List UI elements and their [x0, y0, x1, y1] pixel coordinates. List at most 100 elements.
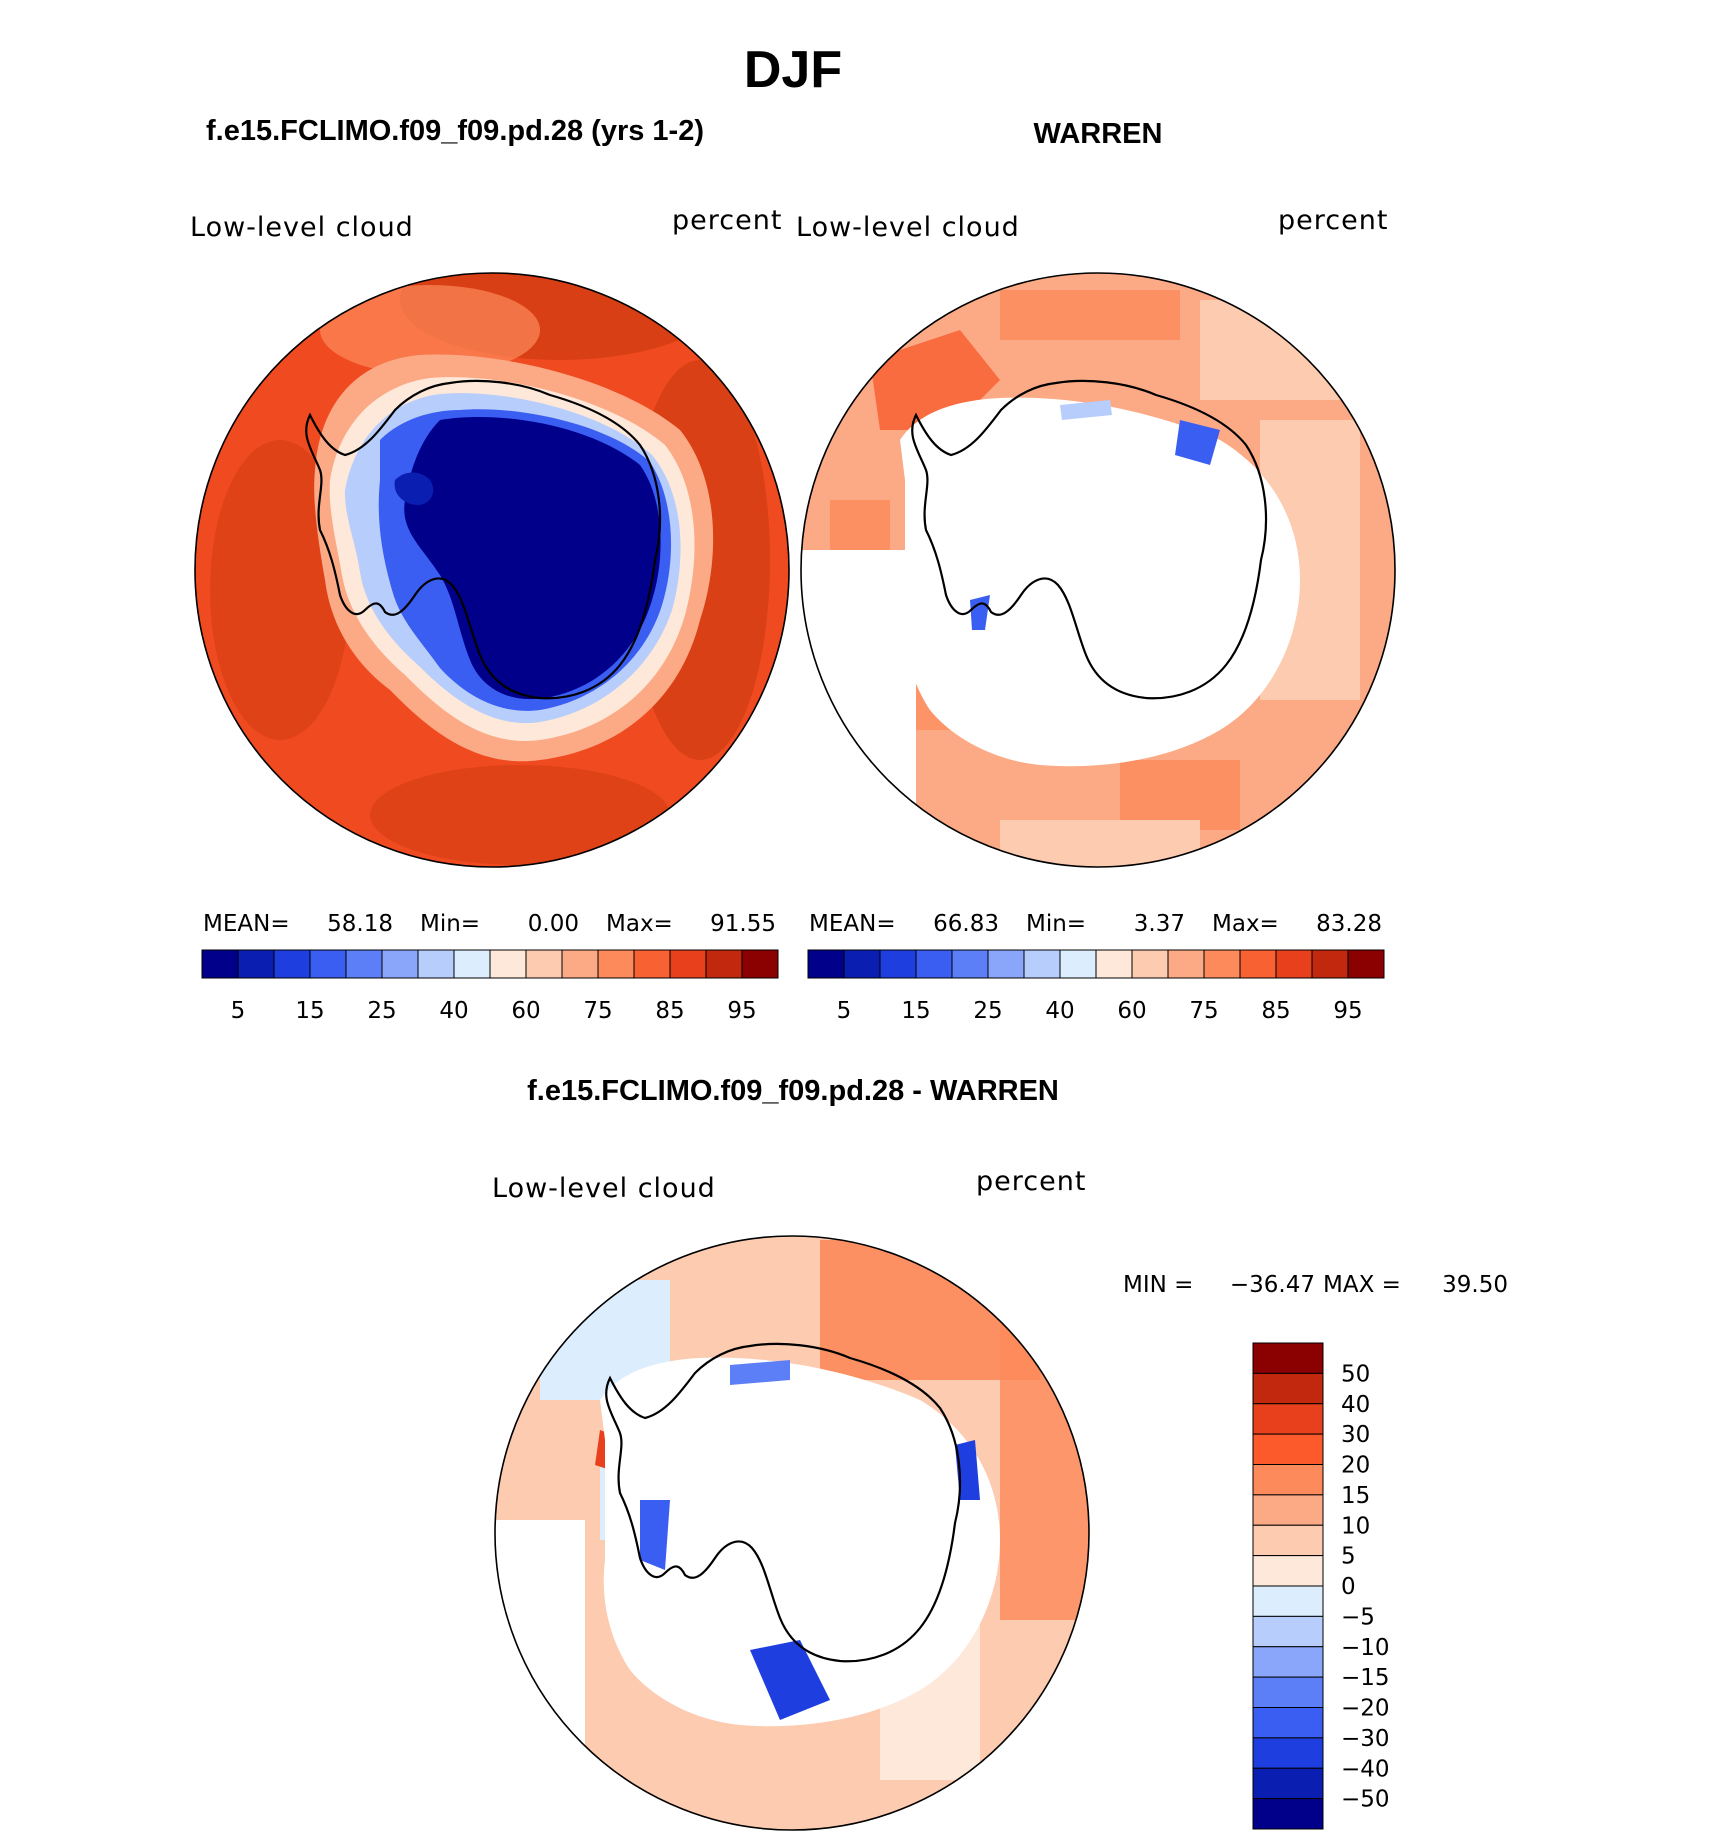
panel2-colorbar-swatch: [1275, 949, 1313, 979]
panel3-colorbar-swatch: [1252, 1707, 1324, 1739]
panel1-colorbar-swatch: [741, 949, 779, 979]
panel2-stats: MEAN= 66.83 Min= 3.37 Max= 83.28: [809, 911, 1382, 937]
panel3-colorbar-tick-label: −15: [1341, 1665, 1390, 1691]
panel3-colorbar-swatch: [1252, 1676, 1324, 1708]
panel2-colorbar-swatch: [1347, 949, 1385, 979]
panel3-colorbar-swatch: [1252, 1798, 1324, 1830]
panel2-colorbar-swatch: [1131, 949, 1169, 979]
panel3-title: f.e15.FCLIMO.f09_f09.pd.28 - WARREN: [527, 1075, 1059, 1107]
panel3-colorbar-swatch: [1252, 1524, 1324, 1557]
panel1-colorbar-tick-label: 95: [727, 998, 756, 1024]
panel1-colorbar-swatch: [417, 949, 455, 979]
panel1-colorbar-swatch: [561, 949, 599, 979]
panel3-colorbar-swatch: [1252, 1494, 1324, 1526]
panel3-colorbar-swatch: [1252, 1646, 1324, 1678]
panel1-colorbar-tick-label: 25: [367, 998, 396, 1024]
panel2-title: WARREN: [1034, 118, 1163, 150]
panel3-colorbar-tick-label: −50: [1341, 1787, 1390, 1813]
panel2-colorbar-swatch: [879, 949, 917, 979]
panel2-colorbar-swatch: [1167, 949, 1205, 979]
panel3-colorbar-swatch: [1252, 1555, 1324, 1587]
panel1-min-value: 0.00: [528, 911, 579, 937]
panel3-colorbar-tick-label: −10: [1341, 1635, 1390, 1661]
panel2-colorbar-tick-label: 85: [1261, 998, 1290, 1024]
panel3-colorbar-swatch: [1252, 1737, 1324, 1769]
panel3-colorbar-swatch: [1252, 1767, 1324, 1800]
panel1-stats: MEAN= 58.18 Min= 0.00 Max= 91.55: [203, 911, 776, 937]
panel3-colorbar-tick-label: −30: [1341, 1726, 1390, 1752]
panel3-colorbar-tick-label: 50: [1341, 1361, 1370, 1387]
panel3-colorbar-tick-label: 10: [1341, 1513, 1370, 1539]
panel2-colorbar: 5 15 25 40 60 75 85 95: [807, 949, 1385, 1024]
panel3-colorbar-tick-label: 20: [1341, 1453, 1370, 1479]
panel1-colorbar-tick-label: 15: [295, 998, 324, 1024]
panel2-colorbar-tick-label: 25: [973, 998, 1002, 1024]
panel2-colorbar-tick-label: 95: [1333, 998, 1362, 1024]
panel2-colorbar-swatch: [987, 949, 1025, 979]
panel2-colorbar-swatch: [1203, 949, 1241, 979]
panel1-map: [194, 272, 790, 868]
panel1-title: f.e15.FCLIMO.f09_f09.pd.28 (yrs 1-2): [206, 115, 704, 147]
panel3-colorbar-swatch: [1252, 1464, 1324, 1496]
panel3-colorbar-tick-label: −5: [1341, 1604, 1375, 1630]
panel1-min-label: Min=: [420, 911, 480, 937]
panel1-colorbar-swatch: [381, 949, 419, 979]
panel1-colorbar-tick-label: 75: [583, 998, 612, 1024]
panel1-colorbar-swatch: [273, 949, 311, 979]
panel3-map: [494, 1235, 1090, 1831]
panel3-colorbar-tick-label: 15: [1341, 1483, 1370, 1509]
panel3-colorbar-swatch: [1252, 1433, 1324, 1465]
panel2-colorbar-swatch: [1023, 949, 1061, 979]
panel2-colorbar-tick-label: 15: [901, 998, 930, 1024]
panel1-max-label: Max=: [606, 911, 673, 937]
panel3-units-label: percent: [976, 1166, 1086, 1197]
panel2-colorbar-swatch: [843, 949, 881, 979]
panel1-units-label: percent: [672, 205, 782, 236]
panel3-colorbar-swatch: [1252, 1585, 1324, 1617]
panel1-colorbar: 5 15 25 40 60 75 85 95: [201, 949, 779, 1024]
panel1-colorbar-swatch: [705, 949, 743, 979]
panel1-variable-label: Low-level cloud: [190, 212, 414, 243]
panel1-colorbar-swatch: [633, 949, 671, 979]
panel2-colorbar-swatch: [1239, 949, 1277, 979]
panel1-colorbar-swatch: [345, 949, 383, 979]
panel2-max-value: 83.28: [1316, 911, 1382, 937]
panel1-colorbar-tick-label: 85: [655, 998, 684, 1024]
panel2-colorbar-swatch: [807, 949, 845, 979]
panel2-mean-label: MEAN=: [809, 911, 896, 937]
panel3-colorbar-swatch: [1252, 1615, 1324, 1648]
panel2-map: [800, 272, 1396, 868]
panel2-variable-label: Low-level cloud: [796, 212, 1020, 243]
panel2-colorbar-tick-label: 5: [837, 998, 852, 1024]
panel1-colorbar-swatch: [525, 949, 563, 979]
panel1-colorbar-swatch: [237, 949, 275, 979]
panel2-units-label: percent: [1278, 205, 1388, 236]
panel1-colorbar-tick-label: 60: [511, 998, 540, 1024]
panel3-colorbar-tick-label: 0: [1341, 1574, 1356, 1600]
panel1-colorbar-tick-label: 40: [439, 998, 468, 1024]
panel2-colorbar-swatch: [951, 949, 989, 979]
panel1-colorbar-tick-label: 5: [231, 998, 246, 1024]
panel3-colorbar-tick-label: −20: [1341, 1696, 1390, 1722]
panel2-colorbar-swatch: [915, 949, 953, 979]
panel2-max-label: Max=: [1212, 911, 1279, 937]
panel3-colorbar-swatch: [1252, 1342, 1324, 1374]
panel3-colorbar-tick-label: 5: [1341, 1544, 1356, 1570]
panel1-colorbar-swatch: [669, 949, 707, 979]
panel2-colorbar-tick-label: 40: [1045, 998, 1074, 1024]
panel3-max-value: 39.50: [1442, 1272, 1508, 1298]
panel2-colorbar-tick-label: 60: [1117, 998, 1146, 1024]
panel3-colorbar-swatch: [1252, 1403, 1324, 1435]
panel3-variable-label: Low-level cloud: [492, 1173, 716, 1204]
panel2-colorbar-swatch: [1311, 949, 1349, 979]
panel2-colorbar-swatch: [1095, 949, 1133, 979]
panel3-min-label: MIN =: [1123, 1272, 1193, 1298]
panel3-colorbar-tick-label: 30: [1341, 1422, 1370, 1448]
panel1-colorbar-swatch: [309, 949, 347, 979]
panel2-colorbar-tick-label: 75: [1189, 998, 1218, 1024]
panel1-colorbar-swatch: [453, 949, 491, 979]
panel1-colorbar-swatch: [201, 949, 239, 979]
panel1-mean-value: 58.18: [327, 911, 393, 937]
